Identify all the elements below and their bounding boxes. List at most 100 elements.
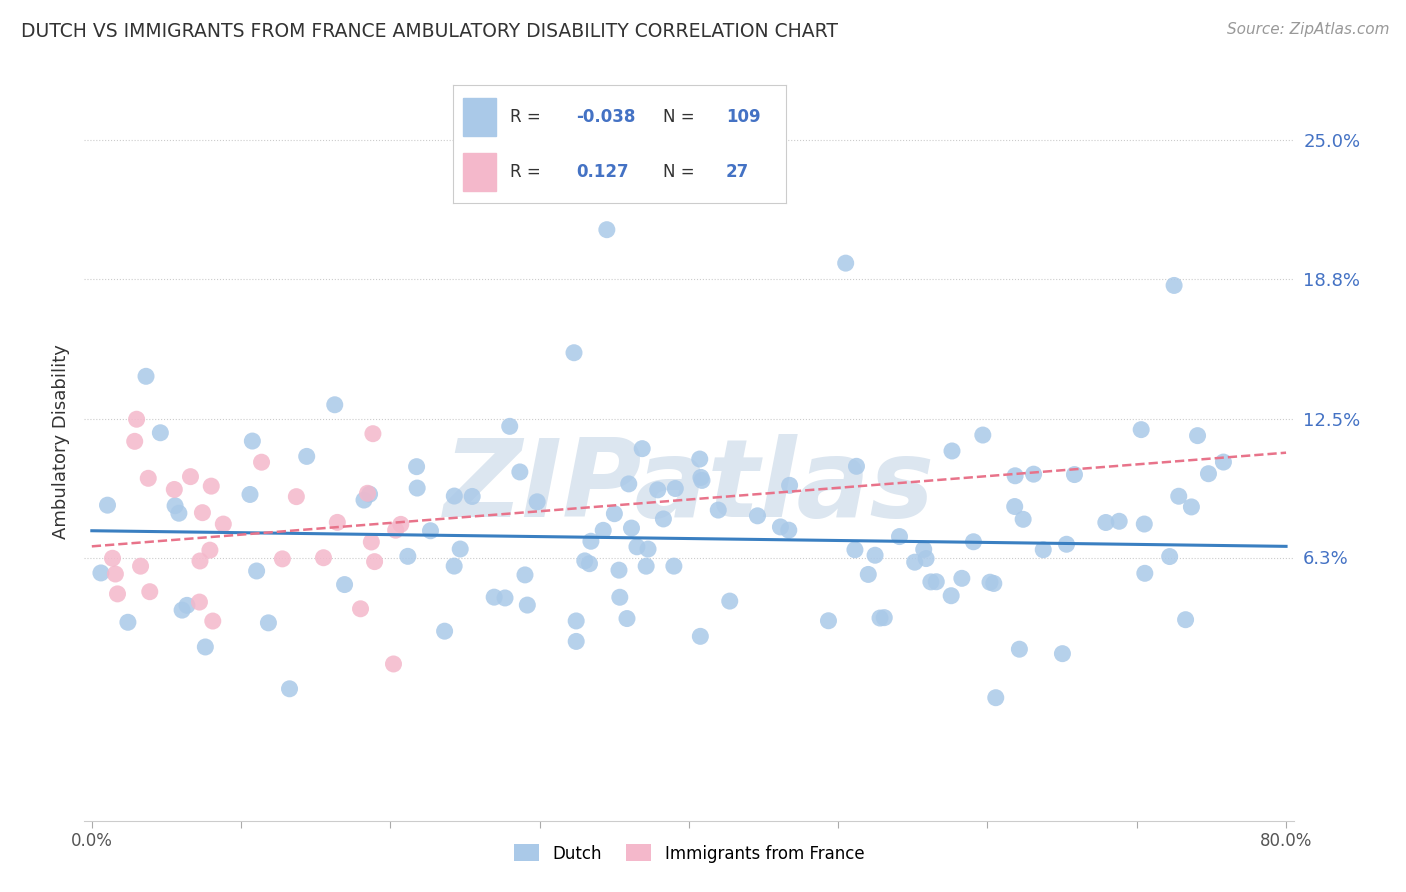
Point [101, 551, 124, 566]
Point [637, 542, 659, 557]
Point [962, 534, 984, 549]
Point [139, 584, 162, 599]
Point [904, 555, 927, 569]
Point [1095, 516, 1118, 530]
Point [349, 601, 371, 615]
Point [662, 559, 685, 574]
Point [1063, 467, 1085, 482]
Point [312, 550, 335, 565]
Point [194, 640, 217, 654]
Point [631, 442, 654, 456]
Point [603, 507, 626, 521]
Point [1004, 468, 1026, 483]
Point [188, 595, 211, 609]
Point [915, 551, 938, 566]
Point [172, 603, 194, 617]
Point [1052, 647, 1074, 661]
Point [124, 434, 146, 449]
Point [353, 493, 375, 508]
Point [396, 549, 419, 564]
Point [1022, 467, 1045, 482]
Point [333, 577, 356, 591]
Point [912, 542, 935, 557]
Point [239, 487, 262, 501]
Point [834, 256, 856, 270]
Point [188, 554, 211, 568]
Point [90, 566, 112, 580]
Point [578, 557, 600, 571]
Point [1133, 566, 1156, 581]
Point [941, 444, 963, 458]
Point [526, 495, 548, 509]
Point [1167, 489, 1189, 503]
Point [1163, 278, 1185, 293]
Point [494, 591, 516, 605]
Point [1133, 516, 1156, 531]
Point [323, 398, 346, 412]
Point [405, 459, 427, 474]
Point [707, 503, 730, 517]
Point [246, 564, 269, 578]
Point [295, 450, 318, 464]
Legend: Dutch, Immigrants from France: Dutch, Immigrants from France [508, 838, 870, 869]
Point [983, 576, 1005, 591]
Point [845, 459, 868, 474]
Point [165, 499, 187, 513]
Point [406, 481, 429, 495]
Point [869, 611, 891, 625]
Point [149, 425, 172, 440]
Point [616, 611, 638, 625]
Point [240, 434, 263, 448]
Point [652, 512, 675, 526]
Point [609, 591, 631, 605]
Point [647, 483, 669, 497]
Point [271, 552, 294, 566]
Point [574, 554, 596, 568]
Point [844, 542, 866, 557]
Point [889, 530, 911, 544]
Point [361, 426, 384, 441]
Point [747, 508, 769, 523]
Point [562, 345, 585, 359]
Point [858, 567, 880, 582]
Point [873, 610, 896, 624]
Point [690, 474, 713, 488]
Point [607, 563, 630, 577]
Point [179, 469, 201, 483]
Point [104, 567, 127, 582]
Text: DUTCH VS IMMIGRANTS FROM FRANCE AMBULATORY DISABILITY CORRELATION CHART: DUTCH VS IMMIGRANTS FROM FRANCE AMBULATO… [21, 22, 838, 41]
Point [163, 483, 186, 497]
Point [384, 523, 406, 537]
Point [167, 506, 190, 520]
Point [1004, 500, 1026, 514]
Point [117, 615, 139, 630]
Point [443, 489, 465, 503]
Point [359, 487, 381, 501]
Point [817, 614, 839, 628]
Point [360, 535, 382, 549]
Point [212, 517, 235, 532]
Point [499, 419, 522, 434]
Point [1130, 423, 1153, 437]
Point [449, 542, 471, 557]
Point [689, 452, 711, 467]
Point [443, 559, 465, 574]
Point [176, 599, 198, 613]
Point [135, 369, 157, 384]
Point [626, 540, 648, 554]
Point [979, 575, 1001, 590]
Point [1174, 613, 1197, 627]
Point [664, 482, 686, 496]
Point [984, 690, 1007, 705]
Point [690, 470, 713, 484]
Point [1159, 549, 1181, 564]
Point [198, 543, 221, 558]
Point [778, 523, 800, 537]
Point [920, 574, 942, 589]
Point [516, 598, 538, 612]
Point [1012, 512, 1035, 526]
Point [1056, 537, 1078, 551]
Point [718, 594, 741, 608]
Point [565, 614, 588, 628]
Point [1187, 428, 1209, 442]
